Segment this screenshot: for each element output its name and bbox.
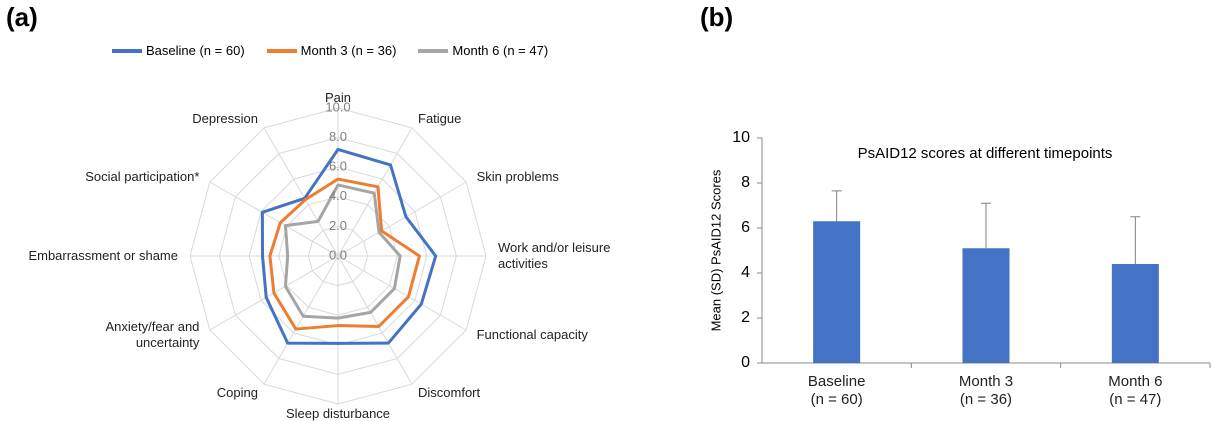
y-tick-label: 2: [741, 309, 750, 326]
y-tick-label: 8: [741, 174, 750, 191]
series-line: [260, 147, 438, 345]
x-tick-label: Month 3 (n = 36): [958, 373, 1014, 408]
r-tick-label: 10.0: [325, 99, 350, 114]
axis-label: Depression: [192, 111, 258, 127]
r-tick-label: 6.0: [329, 159, 347, 174]
r-tick-label: 8.0: [329, 129, 347, 144]
legend-item: Baseline (n = 60): [112, 43, 245, 58]
legend-swatch: [418, 48, 449, 53]
r-tick-label: 4.0: [329, 188, 347, 203]
bar: [1111, 264, 1159, 363]
legend-label: Baseline (n = 60): [146, 43, 245, 58]
error-bar: [831, 190, 842, 222]
axis-label: Fatigue: [418, 111, 462, 127]
legend-swatch: [112, 48, 142, 53]
y-tick-label: 0: [741, 354, 750, 371]
y-axis-label: Mean (SD) PsAID12 Scores: [708, 169, 723, 331]
error-bar: [1130, 216, 1141, 264]
spoke: [337, 181, 467, 257]
axis-label: Sleep disturbance: [285, 406, 391, 421]
error-bar: [981, 202, 991, 249]
legend-label: Month 6 (n = 47): [452, 43, 549, 58]
spoke: [263, 127, 339, 257]
axis-label: Social participation*: [85, 169, 200, 184]
legend-label: Month 3 (n = 36): [300, 43, 397, 58]
spoke: [209, 181, 339, 257]
x-tick-label: Baseline (n = 60): [807, 373, 866, 408]
r-tick-label: 2.0: [329, 218, 347, 233]
spoke: [337, 255, 467, 331]
axis-label: Skin problems: [476, 169, 559, 184]
axis-label: Discomfort: [418, 384, 481, 400]
legend-item: Month 3 (n = 36): [266, 43, 397, 58]
y-tick-label: 6: [741, 219, 750, 236]
legend-swatch: [266, 48, 297, 53]
panel-label: (b): [700, 2, 734, 32]
legend-item: Month 6 (n = 47): [418, 43, 548, 58]
axis-label: Embarrassment or shame: [28, 248, 178, 263]
y-tick-label: 10: [732, 129, 750, 146]
axis-label: Work and/or leisure activities: [498, 240, 611, 271]
r-tick-label: 0.0: [329, 247, 347, 262]
legend: Baseline (n = 60) Month 3 (n = 36) Month 6…: [112, 43, 548, 58]
bar: [962, 248, 1010, 363]
panel-label: (a): [6, 2, 38, 32]
series-line: [268, 177, 421, 331]
chart-title: PsAID12 scores at different timepoints: [858, 145, 1113, 162]
axis-label: Anxiety/fear and uncertainty: [105, 319, 200, 350]
axis-label: Functional capacity: [476, 327, 588, 342]
axis-label: Coping: [216, 384, 258, 400]
series-line: [283, 183, 402, 320]
spoke: [263, 255, 339, 385]
bar: [813, 221, 861, 363]
y-tick-label: 4: [741, 264, 750, 281]
spoke: [337, 255, 413, 385]
x-tick-label: Month 6 (n = 47): [1108, 373, 1163, 408]
axis-label: Pain: [324, 90, 352, 105]
